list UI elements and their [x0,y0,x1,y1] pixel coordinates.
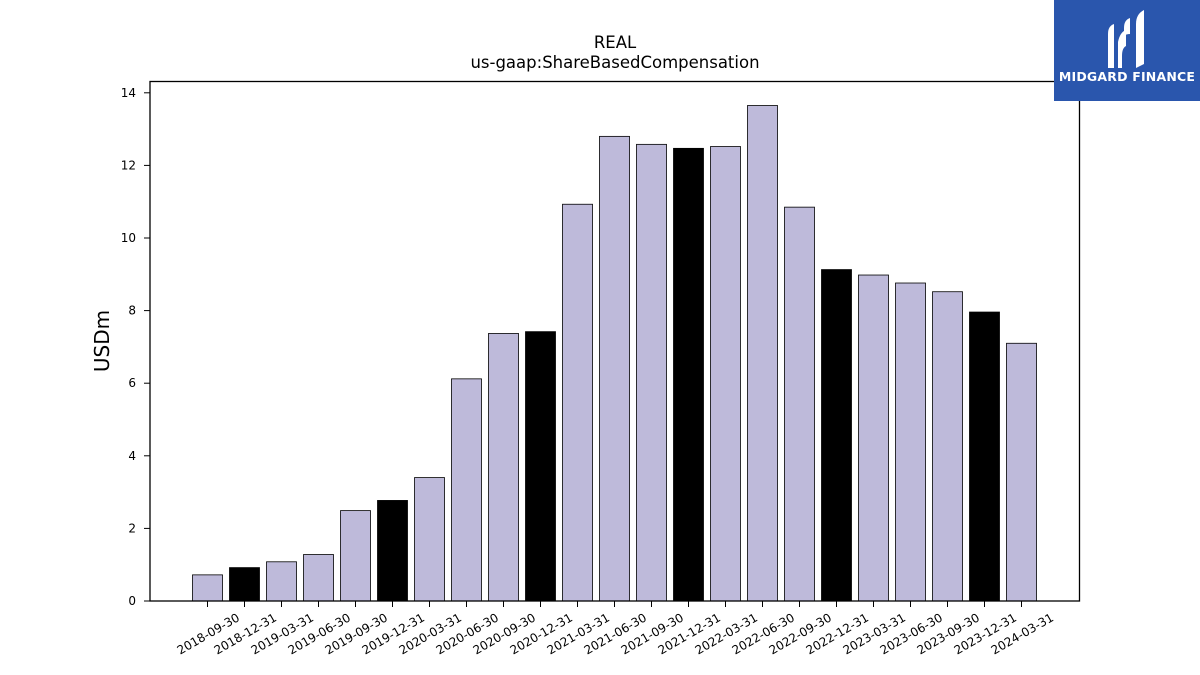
y-tick-label: 14 [121,86,136,100]
midgard-logo-icon [1108,10,1144,68]
bar-2020-03-31 [414,477,445,602]
brand-name: MIDGARD FINANCE [1058,69,1196,84]
y-tick-label: 12 [121,158,136,172]
y-tick-label: 0 [128,594,136,608]
bar-2023-03-31 [858,274,889,602]
bar-2023-12-31 [969,311,1000,602]
bar-2018-09-30 [192,574,223,602]
chart-subtitle: us-gaap:ShareBasedCompensation [470,53,759,72]
bar-2022-09-30 [784,206,815,602]
y-tick-label: 4 [128,449,136,463]
bar-2019-03-31 [266,561,297,602]
y-tick-label: 6 [128,376,136,390]
bar-2020-12-31 [525,331,556,602]
bar-2018-12-31 [229,567,260,602]
plot-frame [149,80,1081,602]
bar-2020-06-30 [451,378,482,602]
bar-2024-03-31 [1006,342,1037,602]
bar-2021-09-30 [636,143,667,602]
bar-2021-06-30 [599,135,630,602]
bar-2020-09-30 [488,333,519,602]
bars-group [192,105,1037,602]
y-tick-label: 8 [128,304,136,318]
bar-2022-03-31 [710,146,741,602]
bar-2021-03-31 [562,203,593,602]
bar-2023-09-30 [932,291,963,602]
y-tick-label: 2 [128,521,136,535]
bar-2023-06-30 [895,282,926,602]
chart-title: REAL [594,33,637,52]
y-tick-label: 10 [121,231,136,245]
bar-2022-12-31 [821,269,852,602]
y-axis-ticks: 0 2 4 6 8 10 12 14 [121,86,150,608]
bar-2022-06-30 [747,105,778,602]
bar-2019-09-30 [340,510,371,602]
y-axis-label: USDm [90,310,114,372]
x-axis-ticks: 2018-09-302018-12-312019-03-312019-06-30… [175,601,1056,657]
bar-2021-12-31 [673,147,704,602]
bar-2019-12-31 [377,500,408,602]
bar-2019-06-30 [303,554,334,602]
brand-logo: MIDGARD FINANCE [1054,0,1200,101]
